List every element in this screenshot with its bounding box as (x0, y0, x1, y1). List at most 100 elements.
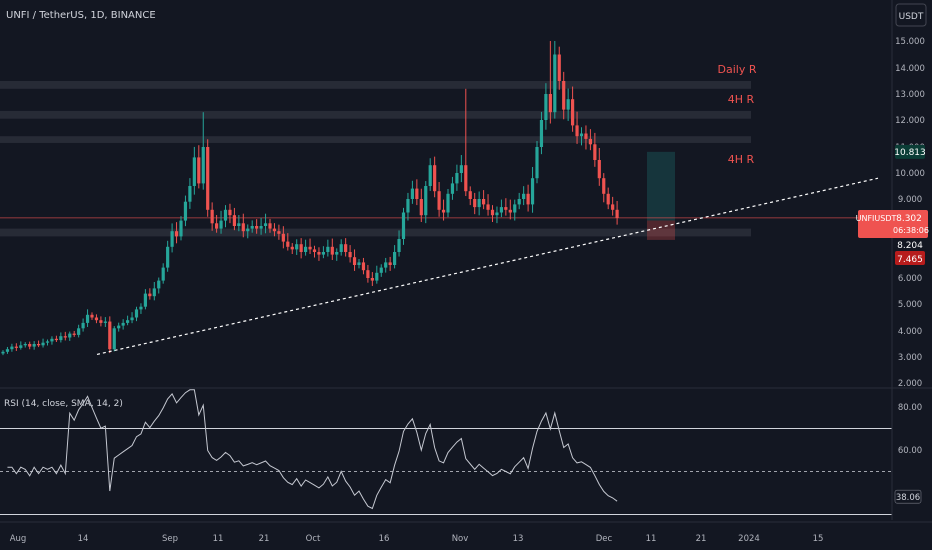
candle-body (215, 223, 219, 229)
position-profit-zone[interactable] (647, 151, 675, 221)
candle-body (286, 241, 290, 247)
position-loss-zone[interactable] (647, 220, 675, 240)
currency-button[interactable]: USDT (895, 3, 927, 27)
candle-body (68, 333, 72, 338)
candle-body (108, 321, 112, 350)
candle-body (179, 220, 183, 237)
four-hour-resistance-label-2: 4H R (728, 153, 755, 166)
candle-body (522, 193, 526, 199)
candle-body (615, 209, 619, 218)
candle-body (526, 193, 530, 205)
candle-body (148, 293, 152, 297)
candle-body (339, 244, 343, 252)
candle-body (530, 178, 535, 205)
time-tick: 11 (213, 534, 224, 544)
zone-rect[interactable] (0, 228, 751, 237)
candle-body (23, 344, 27, 346)
candle-body (419, 199, 423, 216)
candle-body (197, 157, 201, 184)
candle-body (14, 346, 18, 348)
candle-body (5, 349, 10, 352)
candle-body (281, 233, 285, 242)
entry-price-badge: 8.204 (895, 238, 925, 251)
candle-body (54, 338, 58, 341)
candle-body (450, 183, 455, 194)
candle-body (45, 341, 50, 343)
candle-body (299, 244, 303, 252)
candle-body (206, 147, 210, 210)
trendline[interactable] (96, 177, 879, 355)
candle-body (326, 246, 330, 252)
candle-body (188, 186, 192, 202)
candle-body (10, 346, 14, 350)
time-tick: 21 (696, 534, 707, 544)
candle-body (611, 204, 615, 210)
candle-body (517, 199, 521, 205)
candle-body (241, 223, 245, 232)
candle-body (237, 223, 241, 226)
candle-body (539, 120, 544, 147)
candle-body (219, 220, 223, 229)
candle-body (513, 204, 517, 213)
candle-body (37, 344, 41, 346)
symbol-label: UNFIUSDT (856, 214, 897, 223)
candle-body (308, 246, 312, 250)
candle-body (348, 252, 352, 258)
candle-body (41, 342, 45, 346)
candle-body (117, 325, 121, 329)
candle-body (50, 338, 54, 342)
candle-body (170, 231, 174, 247)
candle-body (557, 54, 561, 81)
candle-body (370, 278, 374, 281)
price-tick: 13.000 (895, 90, 925, 100)
candle-body (161, 267, 165, 281)
candle-body (406, 199, 410, 213)
time-tick: 16 (379, 534, 390, 544)
candle-body (250, 226, 254, 229)
time-tick: 11 (646, 534, 657, 544)
candle-body (553, 54, 557, 113)
candle-body (535, 147, 539, 179)
candle-body (499, 207, 503, 213)
candle-body (375, 272, 379, 281)
candle-body (455, 173, 459, 184)
candle-body (295, 244, 299, 250)
time-tick: 21 (259, 534, 270, 544)
candle-body (482, 199, 486, 205)
candle-body (459, 165, 463, 173)
target-price-label: 10.813 (894, 148, 926, 158)
candle-body (602, 178, 606, 194)
candle-body (63, 336, 67, 338)
candle-body (606, 193, 610, 205)
candle-body (290, 246, 294, 250)
candle-body (584, 133, 588, 139)
long-position-tool[interactable] (647, 151, 675, 240)
zone-rect[interactable] (0, 136, 751, 143)
candle-body (246, 228, 250, 232)
price-tick: 6.000 (898, 274, 922, 284)
candle-body (477, 199, 481, 208)
candle-body (1, 351, 5, 354)
candle-body (312, 249, 317, 252)
price-tick: 2.000 (898, 379, 922, 389)
candle-body (352, 257, 357, 265)
candle-body (255, 226, 259, 229)
candle-body (486, 204, 490, 210)
price-tick: 12.000 (895, 116, 925, 126)
candle-body (268, 223, 272, 229)
zone-rect[interactable] (0, 81, 751, 89)
price-tick: 10.000 (895, 169, 925, 179)
candle-body (59, 336, 63, 341)
candle-body (94, 317, 99, 321)
candle-body (28, 344, 32, 347)
candle-body (428, 165, 432, 186)
candle-body (112, 328, 116, 350)
candle-body (72, 333, 76, 335)
candle-body (562, 81, 566, 110)
candles-layer (1, 41, 619, 356)
candle-body (121, 322, 125, 326)
zone-rect[interactable] (0, 110, 751, 119)
time-tick: Dec (596, 534, 613, 544)
candle-body (77, 328, 81, 335)
